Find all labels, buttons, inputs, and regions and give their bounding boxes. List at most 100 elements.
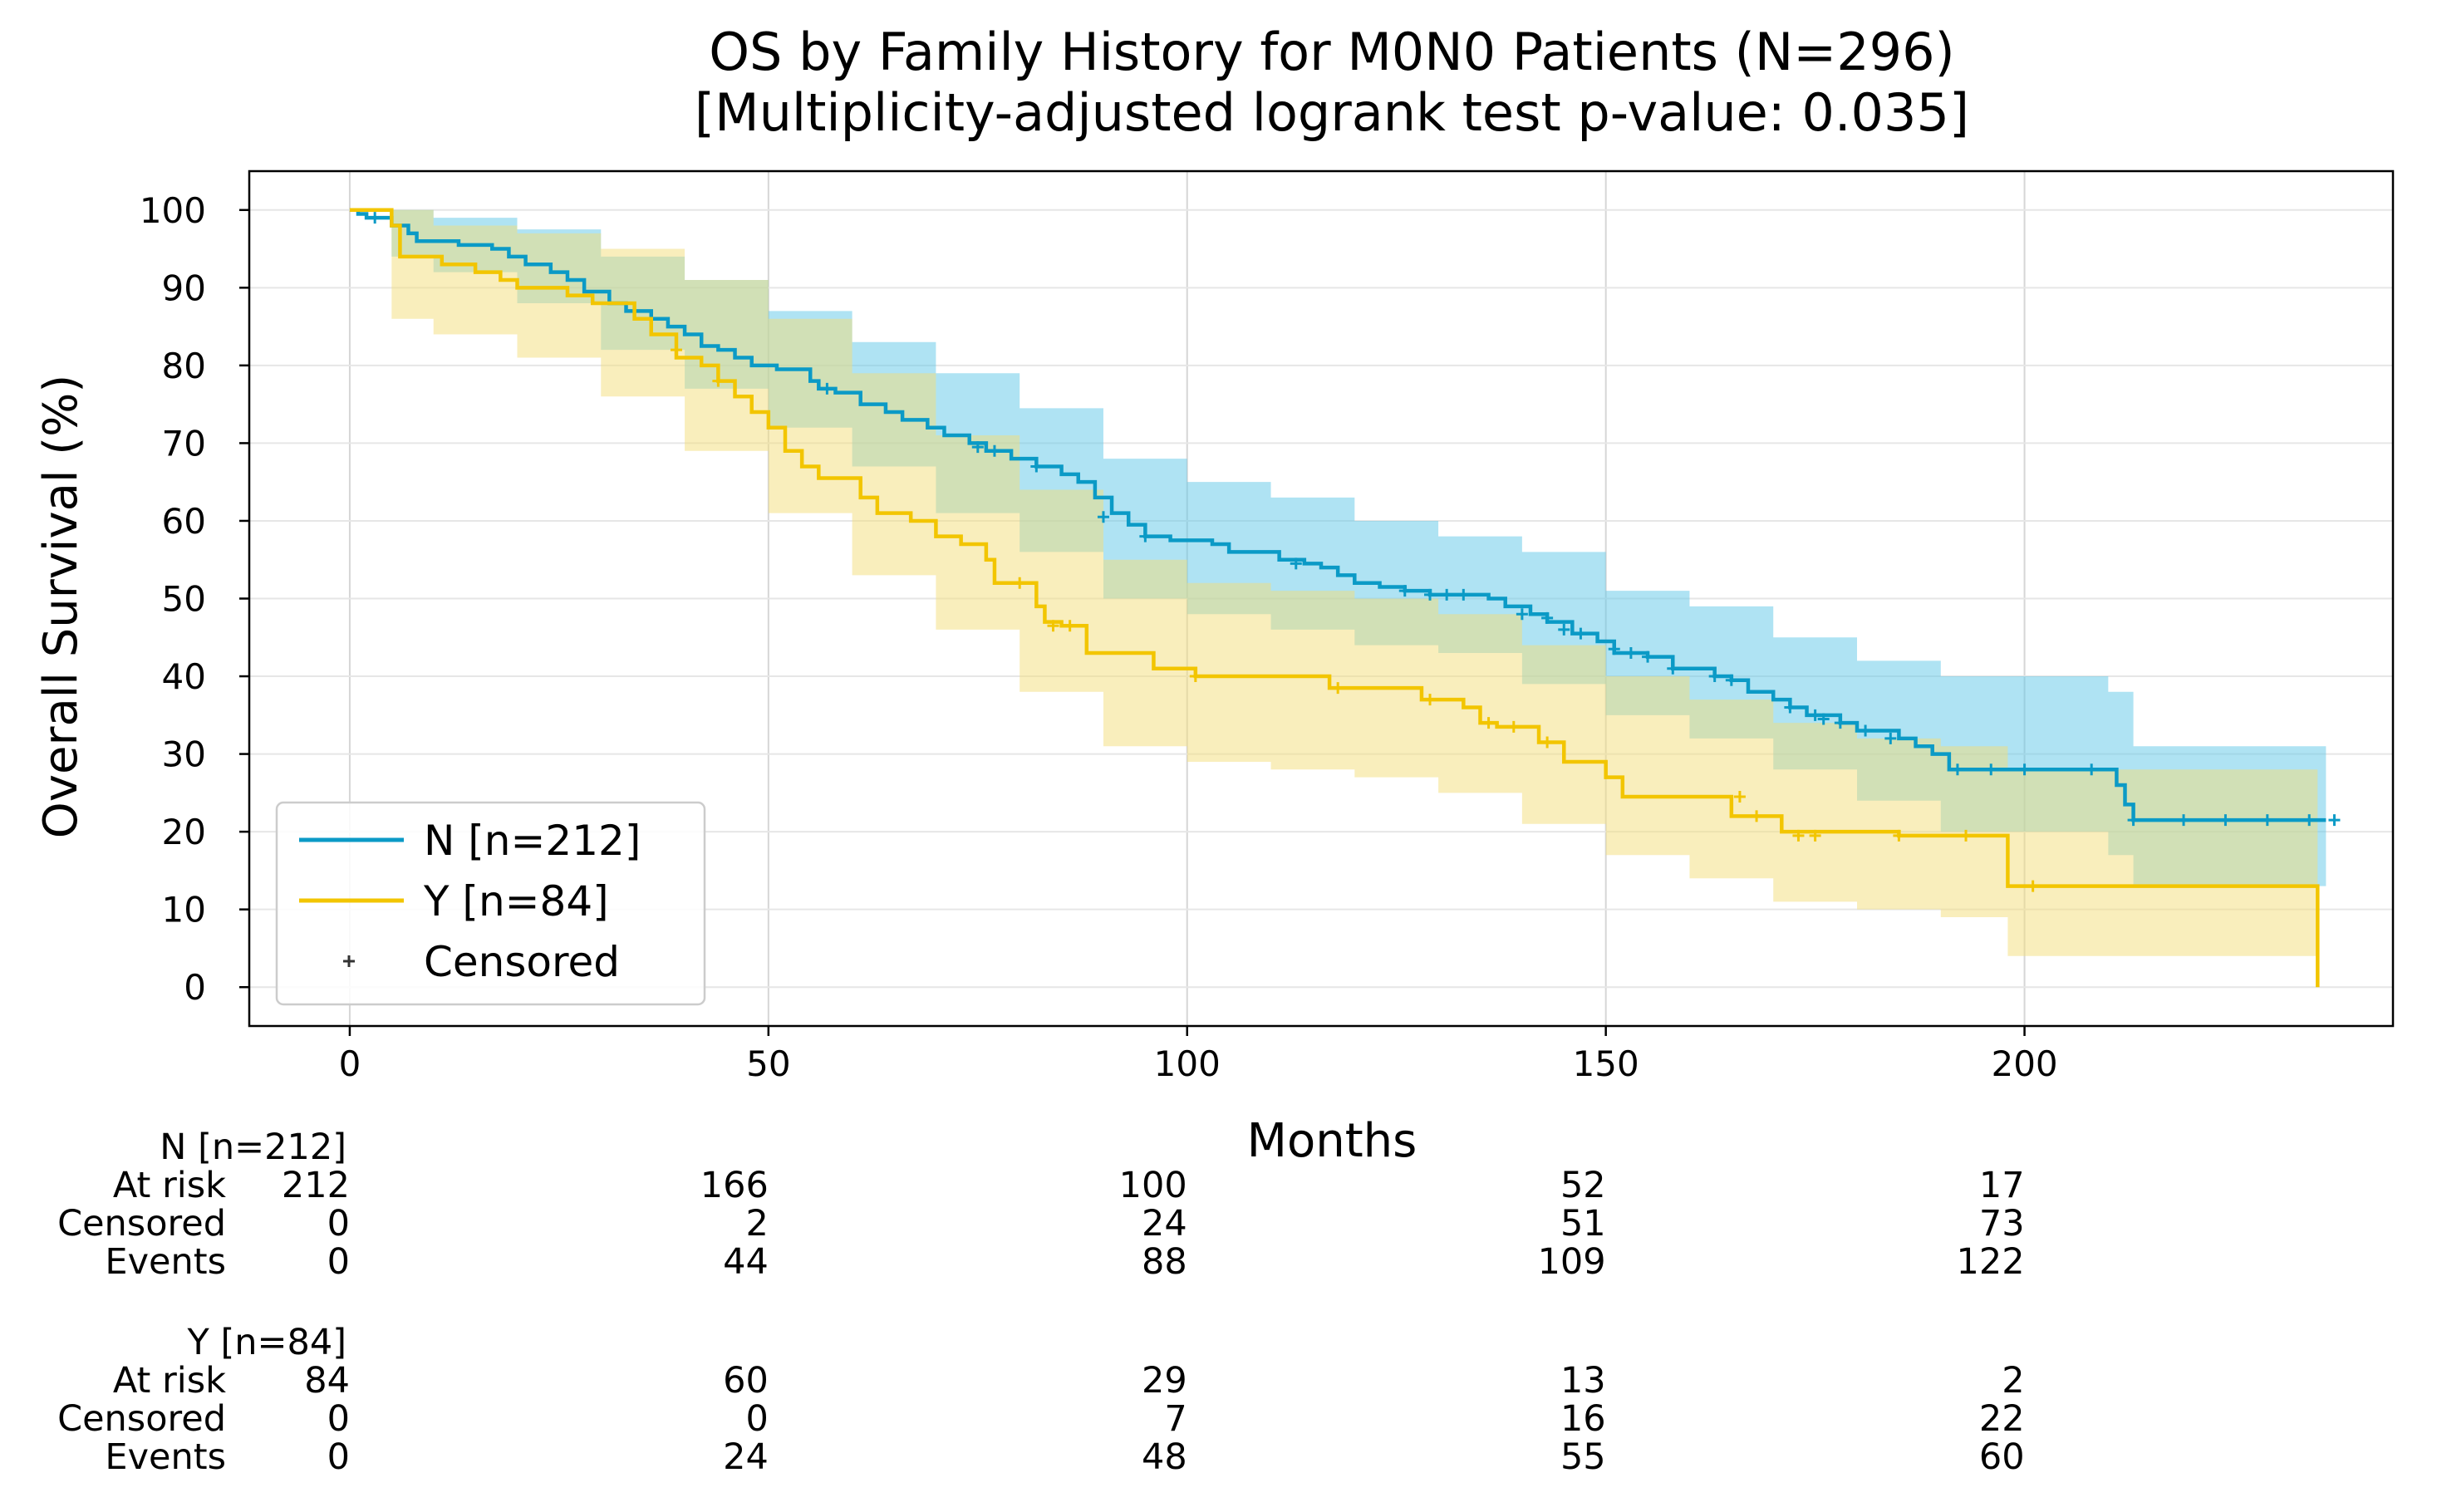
- risk-value: 60: [1979, 1436, 2025, 1478]
- censor-mark: [1097, 511, 1109, 523]
- risk-value: 13: [1560, 1360, 1606, 1402]
- censor-mark: [2086, 763, 2098, 776]
- censor-mark: [1189, 670, 1201, 683]
- censor-mark: [1809, 829, 1821, 842]
- y-tick-label: 60: [162, 501, 206, 542]
- censor-mark: [1884, 732, 1897, 744]
- censor-mark: [712, 375, 725, 387]
- censor-mark: [821, 382, 833, 395]
- censor-mark: [971, 441, 984, 454]
- censor-mark: [1398, 585, 1411, 597]
- censor-mark: [1733, 791, 1746, 803]
- chart-subtitle-line: [Multiplicity-adjusted logrank test p-va…: [695, 82, 1969, 143]
- censor-mark: [1332, 682, 1344, 695]
- censor-mark: [1541, 736, 1554, 749]
- legend-label: Censored: [424, 938, 620, 986]
- risk-group-heading: N [n=212]: [160, 1127, 346, 1168]
- censor-mark: [1441, 588, 1453, 601]
- y-axis-ticks: 0 10 20 30 40 50 60 70 80 90 100: [140, 190, 249, 1008]
- y-tick-label: 70: [162, 423, 206, 464]
- risk-value: 48: [1142, 1436, 1187, 1478]
- y-tick-label: 100: [140, 190, 206, 231]
- confidence-bands: [349, 209, 2326, 956]
- censor-mark: [1960, 829, 1973, 842]
- legend-censor-marker: [343, 955, 355, 967]
- censor-mark: [1817, 713, 1830, 725]
- censor-mark: [1809, 709, 1821, 721]
- legend: N [n=212] Y [n=84] Censored: [275, 801, 706, 1006]
- chart-title: OS by Family History for M0N0 Patients (…: [695, 22, 1969, 143]
- x-axis-label: Months: [1247, 1114, 1417, 1168]
- censor-mark: [988, 444, 1000, 457]
- risk-value: 2: [2002, 1360, 2024, 1402]
- risk-value: 100: [1119, 1165, 1187, 1206]
- risk-value: 29: [1142, 1360, 1187, 1402]
- y-axis-label: Overall Survival (%): [34, 375, 88, 838]
- risk-value: 0: [327, 1241, 350, 1283]
- censor-mark: [1624, 646, 1637, 659]
- censor-mark: [1290, 557, 1302, 570]
- censor-mark: [1784, 701, 1796, 714]
- survival-curve-n: [349, 208, 2326, 822]
- risk-value: 2: [745, 1203, 768, 1244]
- risk-value: 73: [1979, 1203, 2025, 1244]
- x-axis-ticks: 0 50 100 150 200: [339, 1026, 2058, 1084]
- censor-mark: [2127, 814, 2140, 827]
- censor-mark: [1860, 724, 1872, 737]
- censor-mark: [1985, 763, 1997, 776]
- risk-value: 22: [1979, 1398, 2025, 1440]
- risk-value: 55: [1560, 1436, 1606, 1478]
- censor-mark: [2261, 814, 2273, 827]
- legend-box: [275, 801, 706, 1006]
- censor-mark: [2303, 814, 2316, 827]
- chart-title-line: OS by Family History for M0N0 Patients (…: [709, 22, 1954, 82]
- censor-mark: [1030, 460, 1043, 473]
- x-tick-label: 50: [746, 1043, 790, 1084]
- censor-mark: [1792, 829, 1805, 842]
- y-tick-label: 20: [162, 812, 206, 852]
- censor-mark: [670, 344, 682, 356]
- y-tick-label: 10: [162, 890, 206, 930]
- y-tick-label: 50: [162, 579, 206, 620]
- censor-mark: [1608, 643, 1620, 655]
- risk-value: 24: [1142, 1203, 1187, 1244]
- risk-value: 44: [723, 1241, 769, 1283]
- censor-mark: [2328, 814, 2341, 827]
- risk-row-label: Events: [105, 1241, 226, 1283]
- risk-value: 109: [1538, 1241, 1606, 1283]
- risk-value: 17: [1979, 1165, 2025, 1206]
- censor-mark: [1725, 674, 1737, 686]
- y-tick-label: 30: [162, 734, 206, 775]
- censor-mark: [1139, 530, 1152, 542]
- risk-value: 122: [1956, 1241, 2024, 1283]
- y-tick-label: 40: [162, 656, 206, 697]
- confidence-band-band-y: [349, 209, 2318, 956]
- censor-mark: [1424, 588, 1437, 601]
- censor-mark: [1064, 620, 1076, 632]
- censor-mark: [1424, 694, 1437, 706]
- risk-value: 0: [327, 1436, 350, 1478]
- censor-mark: [1893, 829, 1905, 842]
- risk-value: 0: [327, 1203, 350, 1244]
- censor-markers: [369, 212, 2341, 892]
- x-tick-label: 0: [339, 1043, 361, 1084]
- risk-row-label: Censored: [57, 1398, 226, 1440]
- censor-mark: [1507, 720, 1520, 733]
- risk-value: 7: [1164, 1398, 1187, 1440]
- risk-value: 166: [700, 1165, 769, 1206]
- censor-mark: [1482, 717, 1495, 729]
- censor-mark: [2018, 763, 2031, 776]
- censor-mark: [1708, 670, 1721, 683]
- censor-mark: [2178, 814, 2190, 827]
- risk-value: 52: [1560, 1165, 1606, 1206]
- censor-mark: [369, 212, 381, 224]
- risk-value: 84: [304, 1360, 350, 1402]
- risk-value: 0: [327, 1398, 350, 1440]
- risk-value: 60: [723, 1360, 769, 1402]
- censor-mark: [1575, 627, 1587, 640]
- censor-mark: [2219, 814, 2232, 827]
- survival-curves: [349, 208, 2326, 988]
- censor-mark: [1751, 810, 1763, 822]
- censor-mark: [1558, 623, 1570, 636]
